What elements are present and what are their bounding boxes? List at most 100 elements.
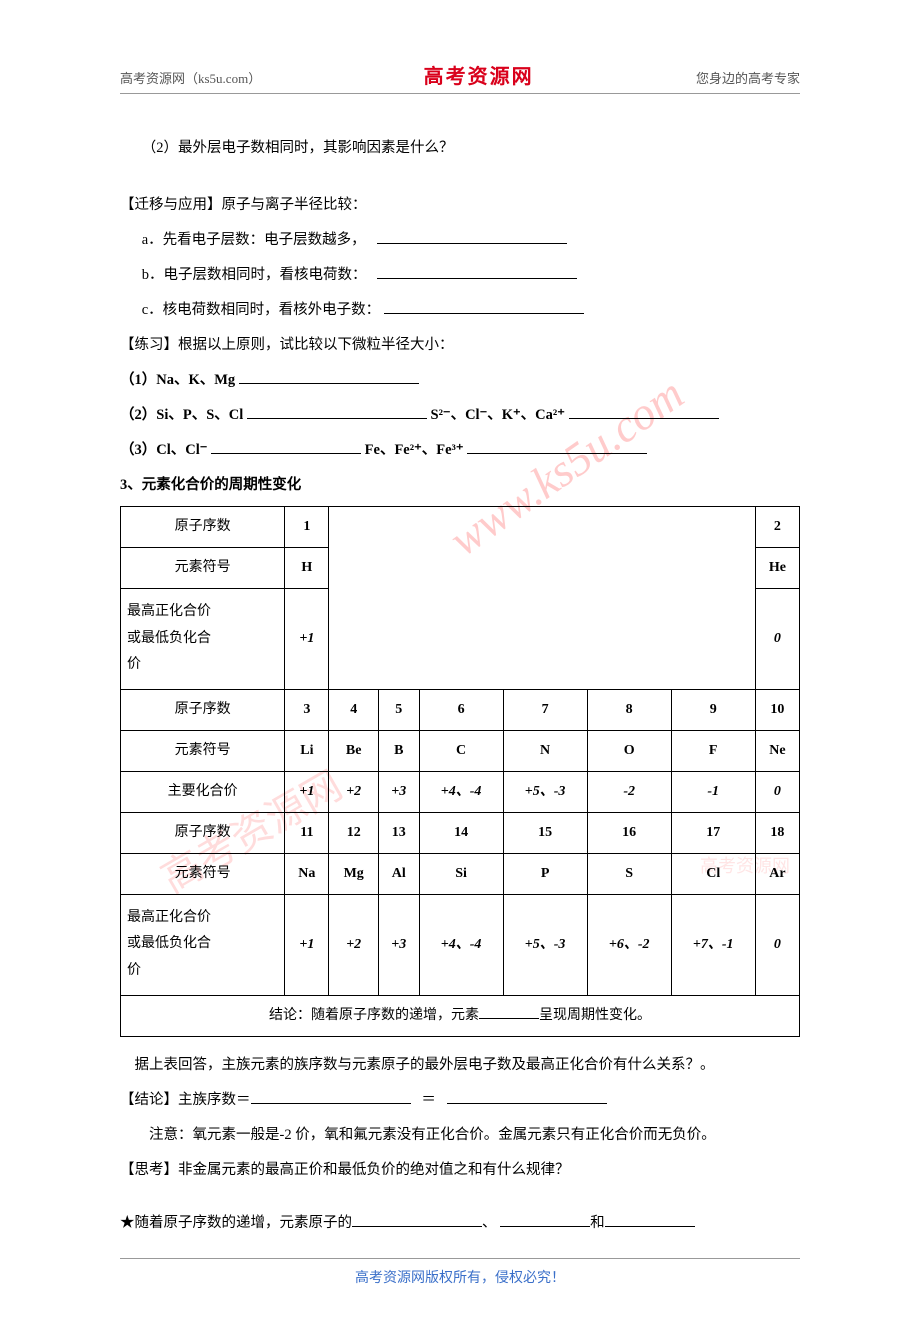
star-pre: ★随着原子序数的递增，元素原子的 (120, 1215, 352, 1231)
cell: 11 (285, 812, 329, 853)
think-line: 【思考】非金属元素的最高正价和最低负价的绝对值之和有什么规律？ (120, 1156, 800, 1185)
blank (605, 1212, 695, 1227)
blank (377, 230, 567, 245)
blank (479, 1005, 539, 1019)
cell: 8 (587, 689, 671, 730)
sep: 和 (590, 1215, 605, 1231)
label-valence-2: 最高正化合价或最低负化合价 (121, 894, 285, 995)
cell: S (587, 853, 671, 894)
blank (467, 440, 647, 455)
cell: 4 (329, 689, 378, 730)
cell: +6、-2 (587, 894, 671, 995)
cell: O (587, 730, 671, 771)
cell: 15 (503, 812, 587, 853)
cell: 6 (419, 689, 503, 730)
cell: 13 (378, 812, 419, 853)
blank (352, 1212, 482, 1227)
blank (247, 405, 427, 420)
cell: Al (378, 853, 419, 894)
transfer-a-text: a．先看电子层数：电子层数越多， (142, 232, 366, 248)
cell: 12 (329, 812, 378, 853)
cell: Cl (671, 853, 755, 894)
star-summary: ★随着原子序数的递增，元素原子的、 和 (120, 1209, 800, 1238)
practice-3-mid: Fe、Fe²⁺、Fe³⁺ (365, 442, 468, 458)
page-header: 高考资源网（ks5u.com） 高考资源网 您身边的高考专家 (120, 60, 800, 94)
cell: C (419, 730, 503, 771)
cell: 18 (755, 812, 799, 853)
cell: H (285, 548, 329, 589)
cell: N (503, 730, 587, 771)
practice-1-pre: （1）Na、K、Mg (120, 372, 239, 388)
section-3-title: 3、元素化合价的周期性变化 (120, 471, 800, 500)
label-symbol: 元素符号 (121, 730, 285, 771)
header-tagline: 您身边的高考专家 (696, 68, 800, 87)
blank (384, 300, 584, 315)
note-text: 注意：氧元素一般是-2 价，氧和氟元素没有正化合价。金属元素只有正化合价而无负价… (149, 1127, 716, 1143)
cell: +3 (378, 894, 419, 995)
blank (239, 370, 419, 385)
cell: +2 (329, 894, 378, 995)
cell: 5 (378, 689, 419, 730)
practice-3-pre: （3）Cl、Cl⁻ (120, 442, 211, 458)
blank (569, 405, 719, 420)
note-line: 注意：氧元素一般是-2 价，氧和氟元素没有正化合价。金属元素只有正化合价而无负价… (120, 1121, 800, 1150)
cell: 9 (671, 689, 755, 730)
transfer-a: a．先看电子层数：电子层数越多， (120, 226, 800, 255)
cell-empty (329, 507, 755, 690)
label-atomic-no: 原子序数 (121, 507, 285, 548)
blank (377, 265, 577, 280)
label-atomic-no: 原子序数 (121, 812, 285, 853)
conclusion-pre-text: 【结论】主族序数＝ (120, 1092, 251, 1108)
label-valence: 最高正化合价或最低负化合价 (121, 589, 285, 690)
cell: -1 (671, 771, 755, 812)
blank (211, 440, 361, 455)
cell: 14 (419, 812, 503, 853)
cell: 17 (671, 812, 755, 853)
cell: +7、-1 (671, 894, 755, 995)
label-atomic-no: 原子序数 (121, 689, 285, 730)
cell: 7 (503, 689, 587, 730)
practice-title: 【练习】根据以上原则，试比较以下微粒半径大小： (120, 331, 800, 360)
cell: B (378, 730, 419, 771)
cell: Mg (329, 853, 378, 894)
cell: 0 (755, 771, 799, 812)
practice-1: （1）Na、K、Mg (120, 366, 800, 395)
cell: 2 (755, 507, 799, 548)
cell: Ne (755, 730, 799, 771)
cell: +1 (285, 894, 329, 995)
conclusion-post: 呈现周期性变化。 (539, 1008, 651, 1023)
practice-2-mid: S²⁻、Cl⁻、K⁺、Ca²⁺ (431, 407, 569, 423)
blank (447, 1089, 607, 1104)
cell: -2 (587, 771, 671, 812)
cell: +5、-3 (503, 771, 587, 812)
label-symbol: 元素符号 (121, 853, 285, 894)
header-site: 高考资源网（ks5u.com） (120, 68, 261, 87)
cell: Ar (755, 853, 799, 894)
conclusion-pre: 结论：随着原子序数的递增，元素 (269, 1008, 479, 1023)
transfer-c-text: c．核电荷数相同时，看核外电子数： (142, 302, 380, 318)
eq-sign: ＝ (421, 1092, 436, 1108)
transfer-title: 【迁移与应用】原子与离子半径比较： (120, 191, 800, 220)
label-symbol: 元素符号 (121, 548, 285, 589)
cell: Li (285, 730, 329, 771)
label-main-valence: 主要化合价 (121, 771, 285, 812)
header-title: 高考资源网 (424, 60, 534, 89)
transfer-c: c．核电荷数相同时，看核外电子数： (120, 296, 800, 325)
cell: +2 (329, 771, 378, 812)
cell: +1 (285, 589, 329, 690)
table-conclusion: 结论：随着原子序数的递增，元素 呈现周期性变化。 (121, 995, 800, 1036)
cell: +4、-4 (419, 894, 503, 995)
practice-2: （2）Si、P、S、Cl S²⁻、Cl⁻、K⁺、Ca²⁺ (120, 401, 800, 430)
cell: Be (329, 730, 378, 771)
page-footer: 高考资源网版权所有，侵权必究！ (120, 1258, 800, 1287)
cell: 1 (285, 507, 329, 548)
cell: 3 (285, 689, 329, 730)
conclusion-line: 【结论】主族序数＝ ＝ (120, 1086, 800, 1115)
cell: +3 (378, 771, 419, 812)
cell: 0 (755, 589, 799, 690)
blank (251, 1089, 411, 1104)
cell: 0 (755, 894, 799, 995)
blank (500, 1212, 590, 1227)
transfer-b-text: b．电子层数相同时，看核电荷数： (142, 267, 367, 283)
cell: Na (285, 853, 329, 894)
